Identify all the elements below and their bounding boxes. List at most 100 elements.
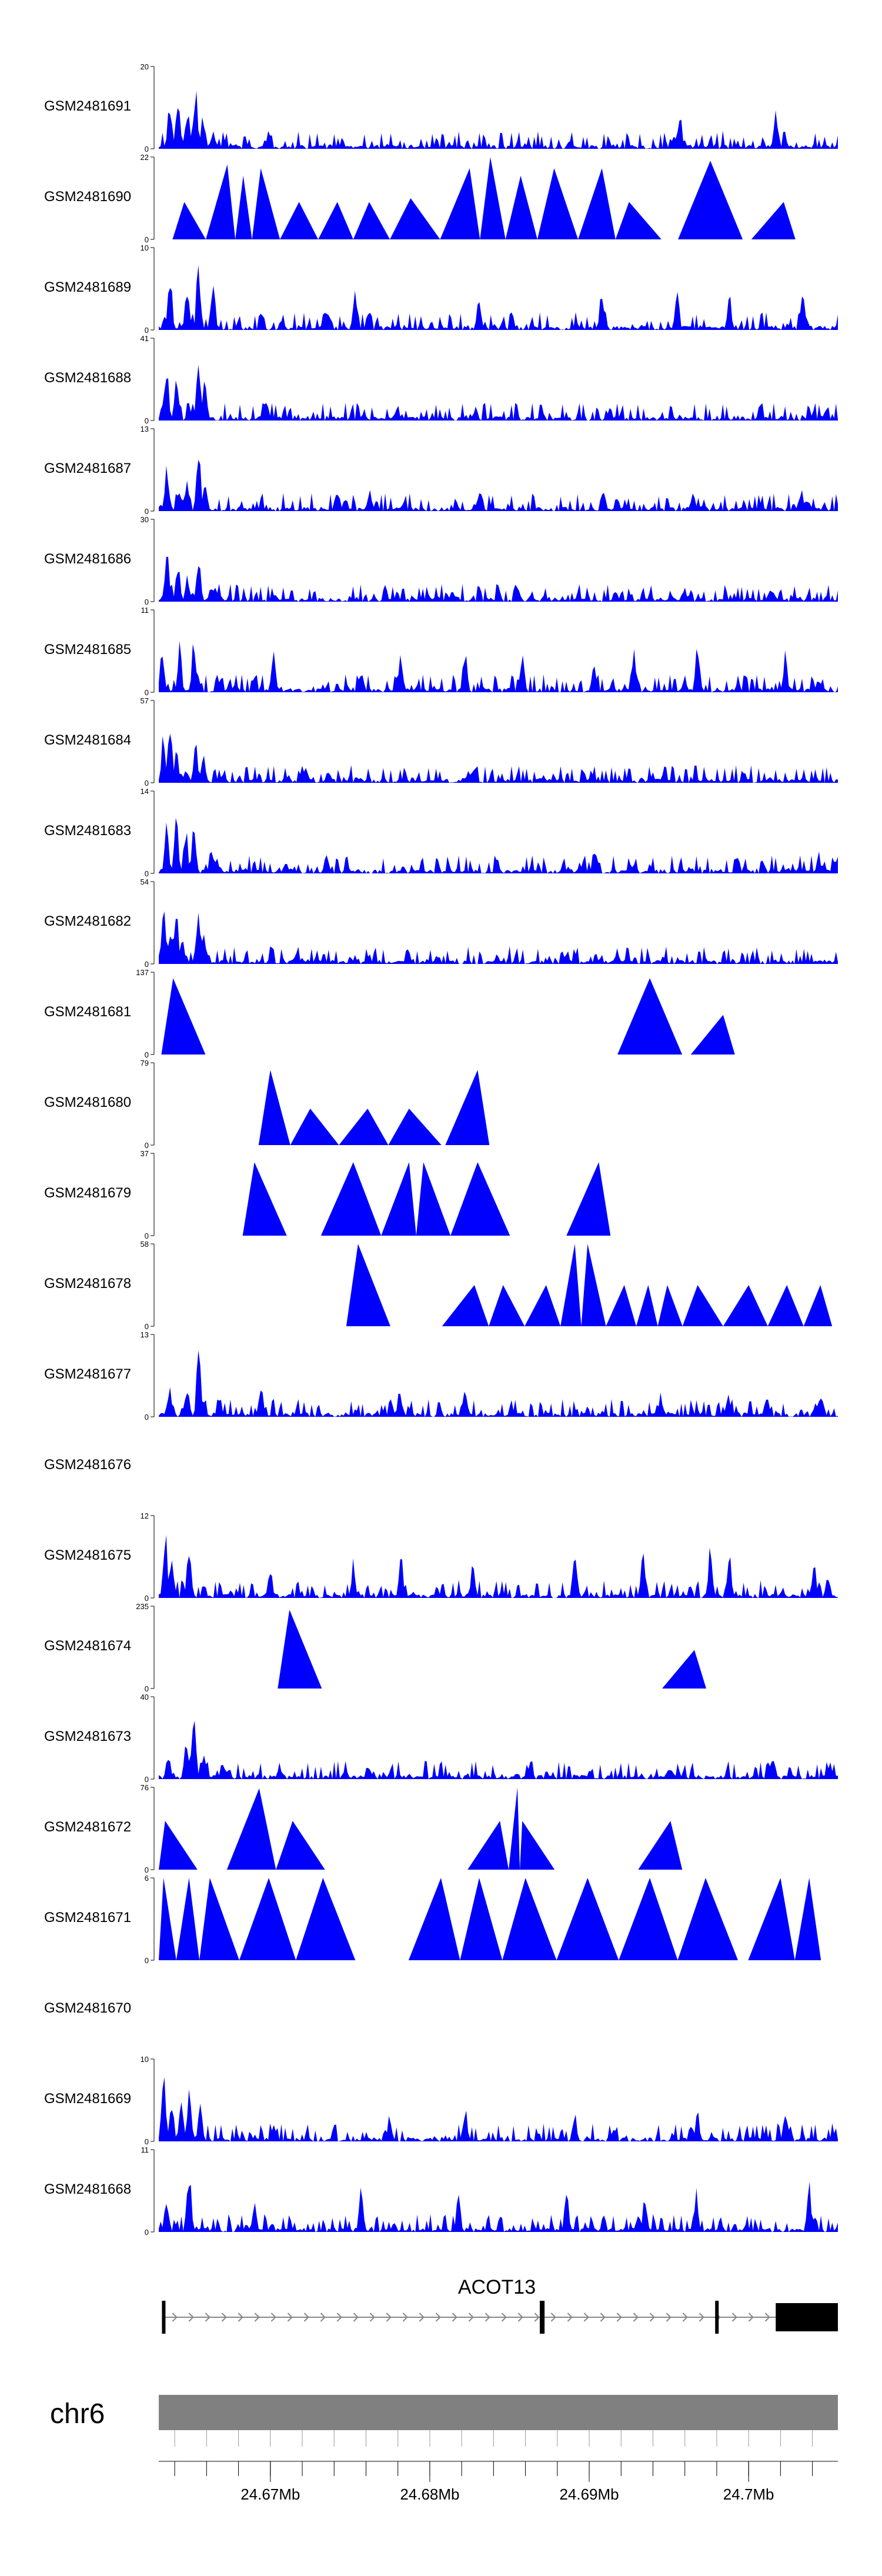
- track-GSM2481669: GSM2481669 10 0: [44, 2055, 838, 2146]
- coverage-peak: [235, 175, 252, 239]
- strand-arrow: [353, 2313, 359, 2322]
- coverage-peak: [388, 1109, 442, 1145]
- track-GSM2481674: GSM2481674 235 0: [44, 1602, 706, 1693]
- coverage-peak: [416, 1162, 451, 1236]
- strand-arrow: [238, 2313, 243, 2322]
- coverage-peak: [566, 1162, 611, 1236]
- strand-arrow: [550, 2313, 556, 2322]
- y-tick-max: 235: [136, 1602, 149, 1611]
- y-tick-zero: 0: [145, 326, 149, 335]
- track-GSM2481683: GSM2481683 14 0: [44, 787, 838, 878]
- track-label: GSM2481668: [44, 2181, 131, 2197]
- chromosome-ideogram: [159, 2395, 838, 2430]
- strand-arrow: [468, 2313, 474, 2322]
- coverage-peak: [320, 1162, 382, 1236]
- coverage-peak: [159, 1821, 198, 1870]
- coverage-area: [159, 91, 838, 149]
- coverage-peak: [390, 198, 440, 239]
- track-label: GSM2481678: [44, 1276, 131, 1292]
- coverage-area: [159, 640, 838, 692]
- y-tick-max: 14: [141, 787, 149, 796]
- coverage-peak: [290, 1109, 339, 1145]
- coverage-peak: [442, 1285, 489, 1326]
- strand-arrow: [699, 2313, 704, 2322]
- coverage-peak: [280, 202, 319, 239]
- coverage-peak: [408, 1878, 460, 1960]
- track-GSM2481668: GSM2481668 11 0: [44, 2145, 838, 2237]
- coverage-peak: [346, 1244, 390, 1326]
- coverage-area: [159, 1350, 838, 1417]
- y-tick-max: 54: [141, 877, 149, 886]
- strand-arrow: [320, 2313, 326, 2322]
- coverage-peak: [615, 202, 662, 239]
- exon: [539, 2301, 545, 2334]
- coverage-area: [159, 265, 838, 330]
- track-label: GSM2481680: [44, 1095, 131, 1110]
- track-label: GSM2481687: [44, 461, 131, 476]
- coverage-peak: [440, 168, 480, 239]
- y-tick-max: 57: [141, 696, 149, 705]
- strand-arrow: [764, 2313, 770, 2322]
- coverage-peak: [460, 1878, 503, 1960]
- track-GSM2481673: GSM2481673 40 0: [44, 1693, 838, 1784]
- genome-axis: 24.67Mb 24.68Mb 24.69Mb 24.7Mb: [159, 2461, 838, 2503]
- coverage-peak: [489, 1285, 525, 1326]
- strand-arrow: [254, 2313, 260, 2322]
- y-tick-zero: 0: [145, 416, 149, 425]
- coverage-peak: [794, 1878, 821, 1960]
- strand-arrow: [386, 2313, 392, 2322]
- track-label: GSM2481670: [44, 2000, 131, 2016]
- y-tick-max: 13: [141, 1330, 149, 1339]
- y-tick-zero: 0: [145, 1956, 149, 1965]
- y-tick-max: 10: [141, 2055, 149, 2064]
- ideogram-track: chr6: [50, 2395, 838, 2447]
- y-tick-zero: 0: [145, 1413, 149, 1422]
- strand-arrow: [682, 2313, 688, 2322]
- y-tick-max: 41: [141, 334, 149, 343]
- strand-arrow: [205, 2313, 211, 2322]
- track-label: GSM2481676: [44, 1457, 131, 1473]
- track-GSM2481684: GSM2481684 57 0: [44, 696, 838, 788]
- y-tick-max: 11: [141, 2145, 149, 2154]
- coverage-peak: [445, 1070, 490, 1145]
- track-label: GSM2481684: [44, 732, 131, 748]
- y-tick-zero: 0: [145, 235, 149, 244]
- coverage-tracks: GSM2481691200GSM2481690220GSM2481689100G…: [44, 62, 838, 2237]
- coverage-peak: [678, 161, 743, 239]
- track-GSM2481679: GSM2481679 37 0: [44, 1149, 611, 1240]
- coverage-peak: [617, 978, 683, 1055]
- coverage-peak: [467, 1821, 509, 1870]
- strand-arrow: [172, 2313, 178, 2322]
- y-tick-zero: 0: [145, 1141, 149, 1150]
- coverage-peak: [318, 202, 353, 239]
- track-GSM2481682: GSM2481682 54 0: [44, 877, 838, 969]
- strand-arrow: [748, 2313, 754, 2322]
- coverage-peak: [606, 1285, 636, 1326]
- y-tick-zero: 0: [145, 960, 149, 969]
- chromosome-label: chr6: [50, 2398, 105, 2430]
- coverage-area: [159, 2181, 838, 2232]
- coverage-peak: [803, 1285, 833, 1326]
- strand-arrow: [616, 2313, 622, 2322]
- strand-arrow: [369, 2313, 375, 2322]
- track-label: GSM2481688: [44, 370, 131, 386]
- coverage-peak: [662, 1650, 706, 1689]
- coverage-area: [159, 459, 838, 511]
- coverage-peak: [239, 1878, 296, 1960]
- strand-arrow: [452, 2313, 457, 2322]
- coverage-peak: [161, 978, 206, 1055]
- y-tick-zero: 0: [145, 1775, 149, 1784]
- y-tick-zero: 0: [145, 2228, 149, 2237]
- coverage-peak: [480, 157, 506, 239]
- coverage-peak: [748, 1878, 795, 1960]
- y-tick-max: 76: [141, 1783, 149, 1792]
- coverage-area: [159, 1720, 838, 1779]
- x-tick-label: 24.67Mb: [240, 2485, 300, 2503]
- track-label: GSM2481683: [44, 823, 131, 839]
- y-tick-max: 10: [141, 243, 149, 252]
- gene-label: ACOT13: [458, 2276, 536, 2298]
- coverage-peak: [581, 1244, 606, 1326]
- y-tick-max: 79: [141, 1059, 149, 1067]
- y-tick-max: 13: [141, 425, 149, 433]
- coverage-peak: [258, 1070, 290, 1145]
